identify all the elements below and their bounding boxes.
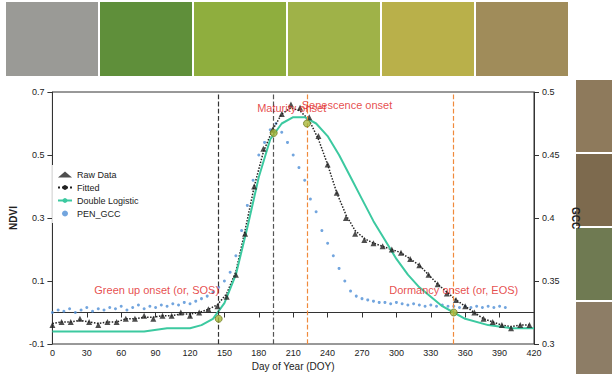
svg-text:NDVI: NDVI <box>8 206 19 230</box>
svg-text:120: 120 <box>182 348 197 358</box>
svg-text:0.3: 0.3 <box>32 213 45 223</box>
svg-text:60: 60 <box>116 348 126 358</box>
svg-text:240: 240 <box>320 348 335 358</box>
svg-text:0.45: 0.45 <box>542 150 560 160</box>
svg-text:360: 360 <box>458 348 473 358</box>
svg-text:420: 420 <box>526 348 541 358</box>
svg-text:330: 330 <box>423 348 438 358</box>
svg-text:150: 150 <box>217 348 232 358</box>
svg-text:0.3: 0.3 <box>542 339 555 349</box>
svg-text:0.5: 0.5 <box>542 87 555 97</box>
svg-text:180: 180 <box>251 348 266 358</box>
svg-text:PEN_GCC: PEN_GCC <box>77 209 121 219</box>
svg-text:Double Logistic: Double Logistic <box>77 196 139 206</box>
svg-text:390: 390 <box>492 348 507 358</box>
svg-text:Senescence onset: Senescence onset <box>302 99 393 111</box>
svg-text:Day of Year (DOY): Day of Year (DOY) <box>252 361 335 372</box>
svg-text:0.7: 0.7 <box>32 87 45 97</box>
svg-text:Fitted: Fitted <box>77 183 100 193</box>
svg-text:-0.1: -0.1 <box>29 339 45 349</box>
svg-text:300: 300 <box>389 348 404 358</box>
svg-text:30: 30 <box>82 348 92 358</box>
svg-text:0: 0 <box>50 348 55 358</box>
svg-text:0.5: 0.5 <box>32 150 45 160</box>
svg-text:Raw Data: Raw Data <box>77 170 117 180</box>
svg-text:0.35: 0.35 <box>542 276 560 286</box>
svg-text:90: 90 <box>151 348 161 358</box>
svg-text:0.4: 0.4 <box>542 213 555 223</box>
svg-text:GCC: GCC <box>570 207 581 229</box>
svg-text:270: 270 <box>354 348 369 358</box>
svg-text:Dormancy onset (or, EOS): Dormancy onset (or, EOS) <box>389 284 518 296</box>
svg-text:Green up onset (or, SOS): Green up onset (or, SOS) <box>94 284 219 296</box>
svg-text:0.1: 0.1 <box>32 276 45 286</box>
svg-text:Maturity onset: Maturity onset <box>257 102 327 115</box>
svg-text:210: 210 <box>286 348 301 358</box>
